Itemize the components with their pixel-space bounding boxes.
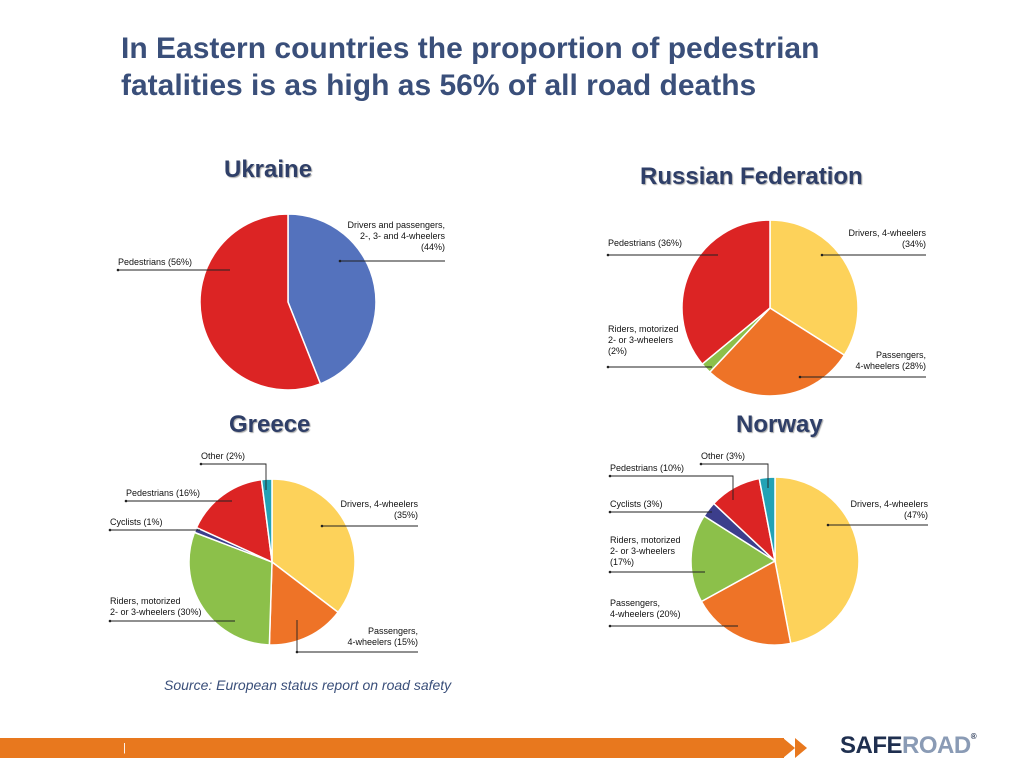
pie-leader-dot: [826, 523, 830, 527]
pie-slice-label: Pedestrians (16%): [126, 488, 200, 498]
pie-leader-dot: [608, 624, 612, 628]
pie-leader-dot: [606, 365, 610, 369]
slide-title-line-2: fatalities is as high as 56% of all road…: [121, 69, 757, 102]
pie-slice: [271, 478, 356, 614]
pie-slice-label: Riders, motorized 2- or 3-wheelers (30%): [110, 596, 202, 617]
footer-separator: |: [123, 742, 126, 754]
pie-slice: [774, 476, 860, 645]
pie-slice: [681, 219, 771, 366]
pie-slice-label: Drivers and passengers, 2-, 3- and 4-whee…: [347, 220, 445, 252]
slide-title-line-1: In Eastern countries the proportion of p…: [121, 32, 820, 65]
pie-leader-dot: [124, 499, 128, 503]
pie-slice: [287, 213, 377, 385]
pie-slice-label: Other (3%): [701, 451, 745, 461]
pie-slice: [758, 476, 776, 562]
pie-slice-label: Drivers, 4-wheelers (34%): [848, 228, 926, 249]
pie-slice: [260, 478, 273, 563]
pie-leader-dot: [116, 268, 120, 272]
chart-title-ukraine: Ukraine: [224, 156, 313, 183]
pie-leader-dot: [320, 524, 324, 528]
pie-slice: [700, 559, 792, 646]
chevron-right-icon: [795, 738, 807, 758]
saferoad-logo: SAFEROAD®: [840, 732, 977, 760]
pie-slice-label: Cyclists (3%): [610, 499, 663, 509]
pie-slice-label: Riders, motorized 2- or 3-wheelers (2%): [608, 324, 679, 356]
pie-leader-dot: [608, 510, 612, 514]
pie-leader-dot: [199, 462, 203, 466]
pie-slice: [268, 560, 340, 646]
pie-slice-label: Cyclists (1%): [110, 517, 163, 527]
pie-leader-dot: [699, 462, 703, 466]
chart-title-russia: Russian Federation: [640, 163, 863, 190]
chevron-right-icon: [783, 738, 795, 758]
pie-leader-dot: [820, 253, 824, 257]
pie-leader-dot: [108, 528, 112, 532]
pie-leader-dot: [295, 650, 299, 654]
pie-slice: [199, 213, 322, 391]
pie-slice-label: Other (2%): [201, 451, 245, 461]
pie-leader-line: [610, 475, 734, 500]
pie-slice-label: Passengers, 4-wheelers (20%): [610, 598, 681, 619]
logo-registered-mark: ®: [970, 732, 977, 741]
pie-leader-line: [296, 620, 418, 653]
pie-slice-label: Pedestrians (10%): [610, 463, 684, 473]
pie-leader-dot: [606, 253, 610, 257]
slide-title: In Eastern countries the proportion of p…: [121, 30, 981, 104]
pie-leader-line: [701, 463, 769, 488]
pie-slice-label: Drivers, 4-wheelers (47%): [850, 499, 928, 520]
pie-slice-label: Pedestrians (36%): [608, 238, 682, 248]
chart-title-norway: Norway: [736, 411, 823, 438]
pie-leader-dot: [338, 259, 342, 263]
logo-safe: SAFE: [840, 732, 903, 759]
pie-slice: [690, 514, 777, 603]
footer-bar: [0, 738, 784, 758]
pie-slice-label: Passengers, 4-wheelers (15%): [347, 626, 418, 647]
pie-slice-label: Passengers, 4-wheelers (28%): [855, 350, 926, 371]
pie-slice: [195, 478, 273, 564]
logo-road: ROAD: [902, 732, 971, 759]
pie-slice: [708, 307, 846, 397]
pie-slice: [188, 531, 273, 646]
pie-leader-dot: [108, 619, 112, 623]
pie-slice-label: Pedestrians (56%): [118, 257, 192, 267]
pie-leader-line: [201, 463, 267, 490]
pie-slice-label: Drivers, 4-wheelers (35%): [340, 499, 418, 520]
chart-title-greece: Greece: [229, 411, 311, 438]
pie-leader-dot: [608, 474, 612, 478]
source-note: Source: European status report on road s…: [164, 677, 452, 693]
pie-leader-dot: [798, 375, 802, 379]
pie-leader-dot: [608, 570, 612, 574]
pie-slice-label: Riders, motorized 2- or 3-wheelers (17%): [610, 535, 681, 567]
